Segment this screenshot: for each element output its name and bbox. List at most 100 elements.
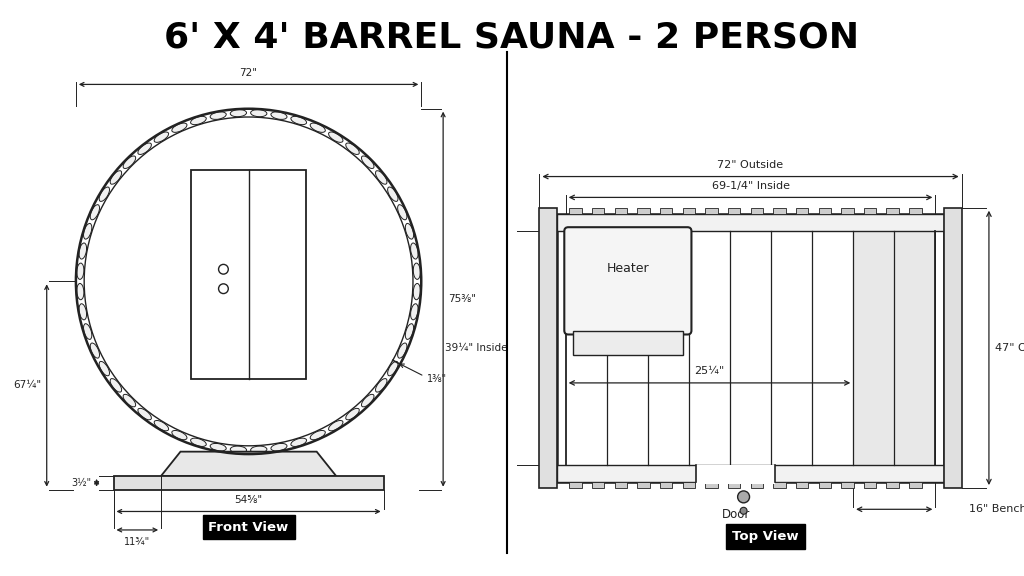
Bar: [614, 208, 627, 214]
Ellipse shape: [388, 187, 398, 202]
Bar: [569, 208, 582, 214]
Bar: [864, 208, 877, 214]
Bar: [728, 482, 740, 488]
Ellipse shape: [310, 430, 326, 439]
Ellipse shape: [90, 343, 99, 358]
Ellipse shape: [84, 223, 92, 239]
Ellipse shape: [329, 132, 343, 142]
Text: 72": 72": [240, 67, 258, 78]
Bar: [637, 482, 649, 488]
Ellipse shape: [251, 446, 267, 453]
Ellipse shape: [291, 438, 306, 446]
Text: 11¾": 11¾": [124, 537, 151, 547]
Bar: [659, 208, 673, 214]
Text: 23⅜": 23⅜": [234, 260, 262, 270]
Bar: [841, 482, 854, 488]
Text: 69-1/4" Inside: 69-1/4" Inside: [712, 181, 790, 191]
Ellipse shape: [111, 378, 122, 392]
Bar: [573, 331, 683, 355]
Text: 67¼": 67¼": [13, 381, 42, 391]
Ellipse shape: [361, 156, 374, 169]
Ellipse shape: [77, 263, 84, 279]
Bar: [540, 208, 557, 488]
Bar: [706, 482, 718, 488]
Ellipse shape: [397, 343, 407, 358]
Ellipse shape: [329, 420, 343, 431]
Bar: [114, 476, 384, 490]
Ellipse shape: [172, 123, 187, 132]
Bar: [944, 208, 962, 488]
Ellipse shape: [172, 430, 187, 439]
Text: 54⅝": 54⅝": [234, 495, 262, 505]
Bar: [853, 231, 935, 465]
Text: 3½": 3½": [72, 478, 92, 488]
Bar: [637, 208, 649, 214]
Ellipse shape: [251, 109, 267, 117]
Bar: [796, 482, 808, 488]
Ellipse shape: [210, 112, 226, 119]
Bar: [887, 482, 899, 488]
Ellipse shape: [376, 170, 387, 184]
Bar: [569, 482, 582, 488]
Text: 16" Bench: 16" Bench: [969, 505, 1024, 514]
Bar: [864, 482, 877, 488]
Ellipse shape: [79, 243, 87, 259]
Bar: [557, 214, 944, 231]
FancyBboxPatch shape: [564, 227, 691, 335]
Ellipse shape: [406, 223, 414, 239]
Bar: [818, 208, 830, 214]
Ellipse shape: [388, 361, 398, 376]
Bar: [751, 482, 763, 488]
Ellipse shape: [271, 112, 287, 119]
Bar: [818, 482, 830, 488]
Ellipse shape: [99, 187, 110, 202]
Ellipse shape: [111, 170, 122, 184]
Ellipse shape: [414, 283, 420, 300]
Text: 25¼": 25¼": [694, 366, 725, 376]
Bar: [773, 482, 785, 488]
Ellipse shape: [230, 109, 247, 117]
Ellipse shape: [123, 395, 135, 407]
Ellipse shape: [411, 243, 418, 259]
Ellipse shape: [411, 304, 418, 320]
Bar: [659, 482, 673, 488]
Bar: [557, 214, 944, 482]
Text: 72" Outside: 72" Outside: [718, 160, 783, 169]
Bar: [751, 208, 763, 214]
Ellipse shape: [77, 283, 84, 300]
Bar: [191, 169, 306, 378]
Ellipse shape: [84, 324, 92, 339]
Text: Top View: Top View: [732, 530, 799, 543]
Bar: [592, 482, 604, 488]
Bar: [841, 208, 854, 214]
Bar: [683, 208, 695, 214]
Bar: [728, 208, 740, 214]
Bar: [887, 208, 899, 214]
Ellipse shape: [190, 116, 206, 124]
Bar: [696, 465, 775, 484]
Ellipse shape: [99, 361, 110, 376]
Ellipse shape: [138, 143, 152, 154]
Ellipse shape: [123, 156, 135, 169]
Ellipse shape: [310, 123, 326, 132]
Text: 1⅜": 1⅜": [427, 374, 447, 384]
Bar: [909, 482, 922, 488]
Circle shape: [740, 507, 748, 514]
Ellipse shape: [230, 446, 247, 453]
Text: 6' X 4' BARREL SAUNA - 2 PERSON: 6' X 4' BARREL SAUNA - 2 PERSON: [165, 20, 859, 54]
Bar: [557, 465, 944, 482]
Text: 39¼" Inside: 39¼" Inside: [444, 343, 507, 353]
Ellipse shape: [271, 444, 287, 451]
Ellipse shape: [155, 420, 169, 431]
Bar: [683, 482, 695, 488]
Bar: [909, 208, 922, 214]
Ellipse shape: [414, 263, 420, 279]
Ellipse shape: [406, 324, 414, 339]
Ellipse shape: [346, 143, 359, 154]
Ellipse shape: [190, 438, 206, 446]
Bar: [592, 208, 604, 214]
Ellipse shape: [210, 444, 226, 451]
Bar: [614, 482, 627, 488]
Text: Heater: Heater: [606, 263, 649, 275]
Ellipse shape: [90, 204, 99, 220]
